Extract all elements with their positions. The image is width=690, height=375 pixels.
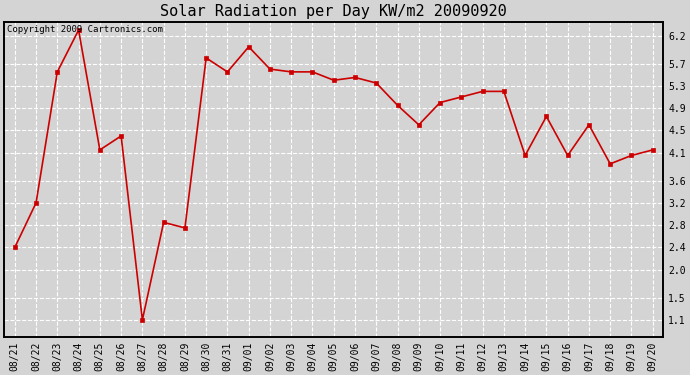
Text: Copyright 2009 Cartronics.com: Copyright 2009 Cartronics.com [8,25,164,34]
Title: Solar Radiation per Day KW/m2 20090920: Solar Radiation per Day KW/m2 20090920 [160,4,507,19]
